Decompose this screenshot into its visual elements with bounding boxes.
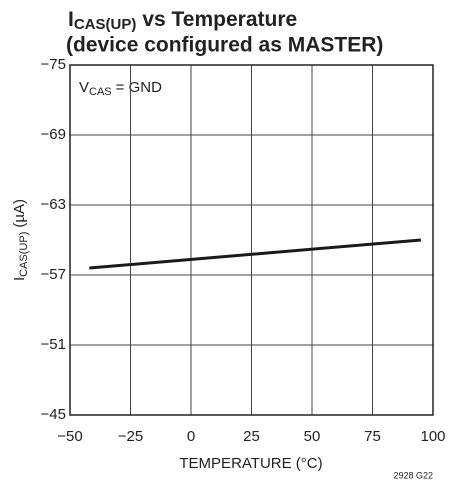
x-tick-label: 0 [187,428,195,445]
y-tick-label: −63 [41,196,66,213]
x-tick-label: 100 [420,428,445,445]
y-tick-label: −57 [41,266,66,283]
y-tick-label: −51 [41,336,66,353]
y-tick-label: −69 [41,126,66,143]
y-label-rest: (µA) [11,199,28,228]
annotation-rest: = GND [116,79,162,96]
title-subscript: CAS(UP) [74,16,137,33]
x-tick-label: 25 [243,428,260,445]
plot-frame [69,64,434,416]
annotation: VCAS = GND [79,79,162,98]
chart-title: ICAS(UP) vs Temperature [68,8,297,33]
data-line [89,238,422,270]
x-tick-label: 75 [364,428,381,445]
annotation-subscript: CAS [89,86,112,98]
y-tick-label: −45 [41,406,66,423]
footnote: 2928 G22 [393,470,433,480]
title-main: I [68,8,74,31]
annotation-main: V [79,79,89,96]
chart-subtitle: (device configured as MASTER) [66,34,383,57]
x-tick-label: 50 [304,428,321,445]
x-tick-label: −25 [118,428,143,445]
x-axis-label: TEMPERATURE (°C) [179,455,322,472]
y-label-subscript: CAS(UP) [18,232,30,277]
y-tick-label: −75 [41,56,66,73]
y-axis-label: ICAS(UP) (µA) [11,199,30,281]
title-rest: vs Temperature [142,8,297,31]
x-tick-label: −50 [57,428,82,445]
y-label-main: I [11,277,28,281]
